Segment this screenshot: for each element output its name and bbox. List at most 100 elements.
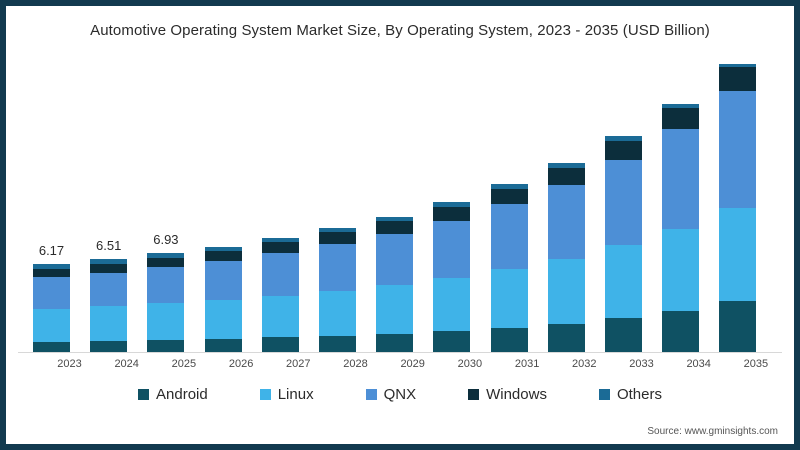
- x-axis-tick-2023: 2023: [57, 358, 82, 370]
- bar-segment-windows[interactable]: [433, 207, 471, 221]
- legend-item-qnx[interactable]: QNX: [365, 386, 416, 403]
- x-axis-tick-2025: 2025: [171, 358, 197, 370]
- bar-segment-others[interactable]: [490, 183, 528, 190]
- stacked-bar[interactable]: [261, 238, 299, 352]
- bar-segment-android[interactable]: [490, 327, 528, 352]
- bar-segment-others[interactable]: [662, 104, 700, 109]
- bar-value-label: 6.51: [96, 238, 122, 254]
- bar-segment-linux[interactable]: [33, 309, 70, 342]
- bar-segment-others[interactable]: [90, 259, 128, 264]
- legend-item-others[interactable]: Others: [598, 386, 662, 403]
- x-axis-tick-2027: 2027: [286, 358, 311, 370]
- bar-segment-windows[interactable]: [605, 140, 642, 160]
- legend-label: Others: [616, 386, 662, 403]
- bar-segment-qnx[interactable]: [33, 276, 70, 309]
- bar-segment-qnx[interactable]: [490, 204, 528, 270]
- bar-segment-others[interactable]: [204, 246, 242, 251]
- bar-segment-linux[interactable]: [319, 290, 356, 336]
- bar-segment-android[interactable]: [547, 323, 585, 352]
- bar-segment-qnx[interactable]: [662, 129, 700, 229]
- legend-item-android[interactable]: Android: [138, 386, 208, 403]
- bar-segment-linux[interactable]: [433, 278, 471, 332]
- bar-segment-windows[interactable]: [376, 220, 414, 234]
- bar-segment-linux[interactable]: [90, 306, 128, 341]
- bar-segment-qnx[interactable]: [547, 184, 585, 259]
- chart-legend: Android Linux QNX Windows Others: [0, 386, 800, 403]
- bar-segment-qnx[interactable]: [90, 272, 128, 307]
- stacked-bar[interactable]: [90, 259, 128, 352]
- stacked-bar[interactable]: [376, 216, 414, 352]
- legend-item-windows[interactable]: Windows: [468, 386, 547, 403]
- bar-segment-qnx[interactable]: [605, 159, 642, 246]
- bar-segment-qnx[interactable]: [433, 220, 471, 279]
- bar-segment-others[interactable]: [319, 228, 356, 233]
- bar-segment-linux[interactable]: [204, 299, 242, 339]
- bar-segment-others[interactable]: [261, 238, 299, 243]
- x-axis-tick-2032: 2032: [572, 358, 597, 370]
- bar-segment-android[interactable]: [719, 301, 757, 352]
- x-axis-line: [18, 352, 782, 353]
- bar-segment-android[interactable]: [376, 333, 414, 352]
- stacked-bar[interactable]: [605, 135, 642, 352]
- bar-segment-android[interactable]: [433, 331, 471, 352]
- x-axis-tick-2031: 2031: [514, 358, 540, 370]
- bar-segment-others[interactable]: [147, 253, 185, 258]
- bar-segment-qnx[interactable]: [204, 260, 242, 300]
- bar-segment-windows[interactable]: [33, 268, 70, 277]
- stacked-bar[interactable]: [33, 264, 70, 352]
- bar-segment-qnx[interactable]: [261, 253, 299, 296]
- bar-segment-linux[interactable]: [547, 258, 585, 324]
- stacked-bar[interactable]: [433, 202, 471, 352]
- bar-segment-qnx[interactable]: [376, 233, 414, 286]
- stacked-bar[interactable]: [490, 183, 528, 352]
- plot-area: 6.17 6.51 6.93: [18, 60, 782, 352]
- stacked-bar[interactable]: [319, 228, 356, 352]
- bar-segment-linux[interactable]: [662, 228, 700, 311]
- bar-segment-windows[interactable]: [147, 257, 185, 268]
- x-axis-tick-2035: 2035: [743, 358, 769, 370]
- bar-segment-linux[interactable]: [605, 245, 642, 318]
- source-attribution: Source: www.gminsights.com: [647, 426, 778, 437]
- bar-segment-android[interactable]: [90, 340, 128, 352]
- bar-segment-windows[interactable]: [662, 108, 700, 130]
- legend-label: Windows: [486, 386, 547, 403]
- bar-segment-linux[interactable]: [490, 269, 528, 328]
- bar-segment-android[interactable]: [33, 341, 70, 352]
- bar-segment-windows[interactable]: [90, 263, 128, 273]
- stacked-bar[interactable]: [662, 104, 700, 352]
- bar-segment-linux[interactable]: [147, 303, 185, 341]
- bar-segment-qnx[interactable]: [719, 91, 757, 209]
- bar-segment-others[interactable]: [547, 162, 585, 168]
- stacked-bar[interactable]: [147, 253, 185, 352]
- bar-segment-linux[interactable]: [376, 285, 414, 334]
- bar-segment-windows[interactable]: [319, 232, 356, 245]
- bar-segment-others[interactable]: [605, 135, 642, 141]
- x-axis-tick-2030: 2030: [457, 358, 483, 370]
- stacked-bar[interactable]: [204, 246, 242, 352]
- bar-segment-others[interactable]: [719, 64, 757, 68]
- bar-segment-others[interactable]: [33, 264, 70, 269]
- bar-segment-android[interactable]: [204, 338, 242, 352]
- bar-segment-qnx[interactable]: [147, 267, 185, 304]
- legend-swatch-icon: [365, 389, 377, 400]
- bar-segment-others[interactable]: [376, 216, 414, 221]
- bar-segment-windows[interactable]: [490, 189, 528, 205]
- bar-segment-android[interactable]: [662, 310, 700, 352]
- stacked-bar[interactable]: [719, 64, 757, 352]
- legend-item-linux[interactable]: Linux: [259, 386, 314, 403]
- bar-segment-windows[interactable]: [261, 242, 299, 254]
- bar-segment-android[interactable]: [319, 335, 356, 352]
- bar-segment-windows[interactable]: [719, 67, 757, 92]
- bar-value-label: 6.17: [38, 243, 65, 259]
- bar-segment-android[interactable]: [605, 317, 642, 352]
- bar-segment-android[interactable]: [147, 340, 185, 352]
- bar-segment-qnx[interactable]: [319, 244, 356, 291]
- bar-segment-windows[interactable]: [547, 167, 585, 185]
- bar-segment-others[interactable]: [433, 202, 471, 208]
- stacked-bar[interactable]: [547, 162, 585, 352]
- legend-label: Android: [156, 386, 208, 403]
- bar-segment-linux[interactable]: [719, 208, 757, 302]
- bar-segment-windows[interactable]: [204, 250, 242, 261]
- bar-segment-linux[interactable]: [261, 295, 299, 338]
- bar-segment-android[interactable]: [261, 337, 299, 352]
